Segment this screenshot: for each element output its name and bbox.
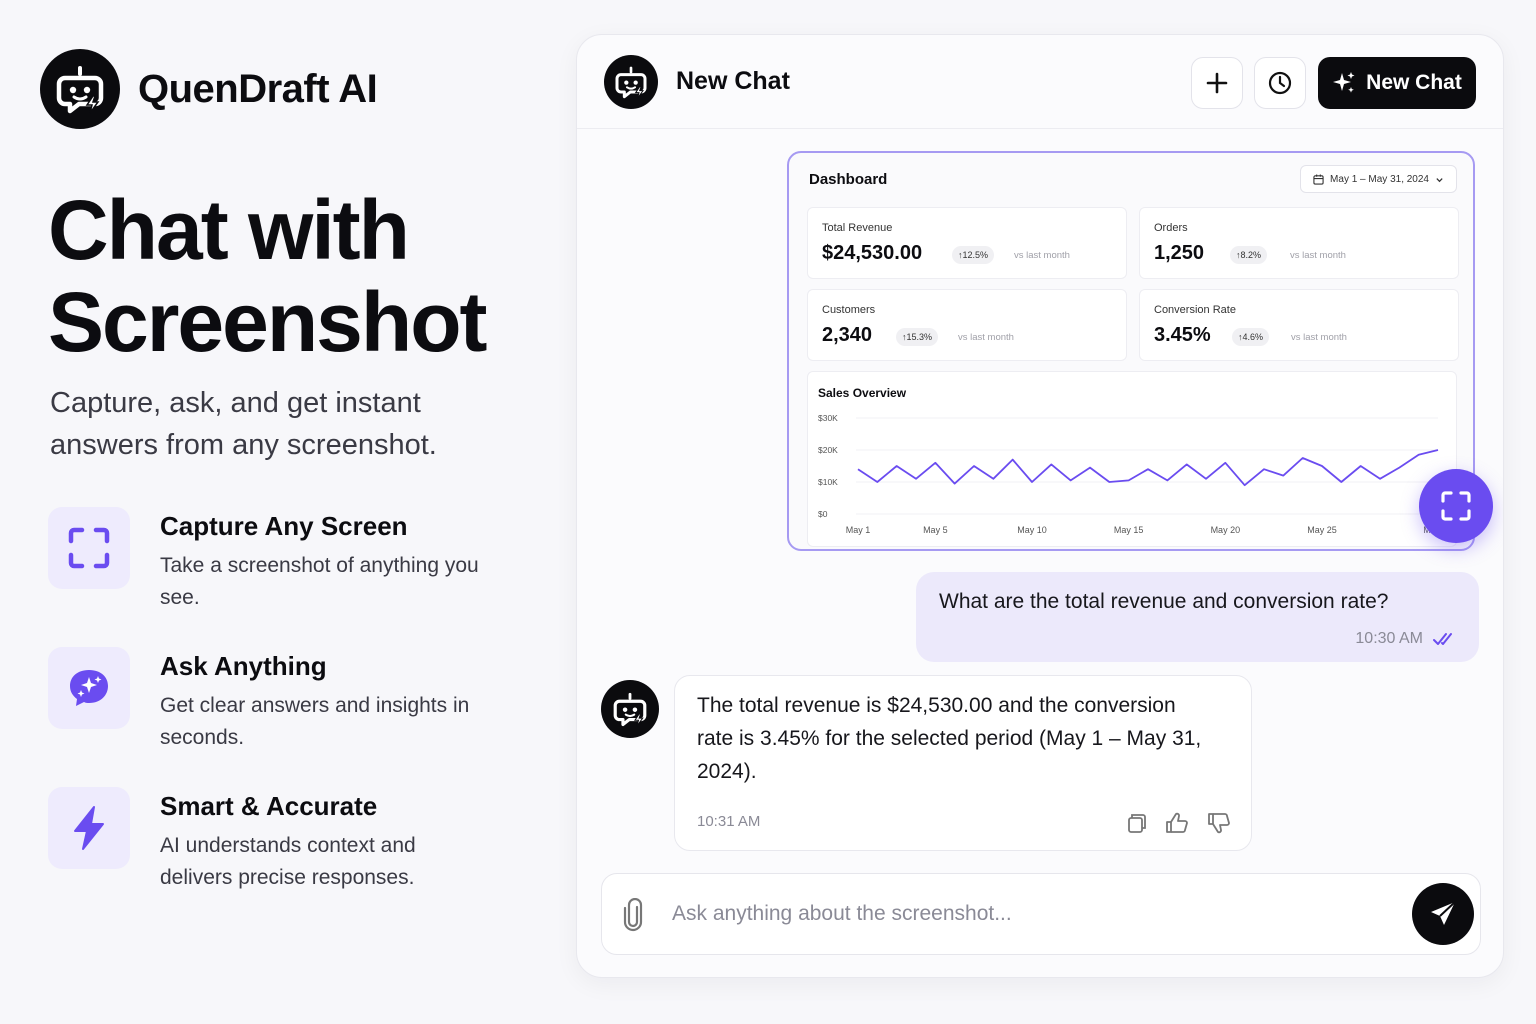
metric-label: Conversion Rate: [1154, 304, 1236, 316]
attach-button[interactable]: [622, 897, 644, 937]
bot-message: The total revenue is $24,530.00 and the …: [674, 675, 1252, 851]
bot-message-text: The total revenue is $24,530.00 and the …: [697, 694, 1202, 783]
metric-value: $24,530.00: [822, 242, 923, 264]
thumbs-up-icon: [1166, 812, 1188, 833]
message-time: 10:31 AM: [697, 813, 761, 830]
feature-smart: Smart & Accurate AI understands context …: [48, 787, 508, 894]
feature-title: Ask Anything: [160, 651, 327, 681]
date-range-text: May 1 – May 31, 2024: [1330, 173, 1429, 185]
feature-desc: Take a screenshot of anything you see.: [160, 554, 479, 609]
capture-frame-icon: [1441, 491, 1471, 521]
hero-title-line-2: Screenshot: [48, 275, 488, 369]
clock-icon: [1268, 71, 1292, 95]
message-meta: 10:30 AM: [1355, 630, 1455, 648]
metric-vs: vs last month: [1290, 250, 1346, 261]
feature-ask: Ask Anything Get clear answers and insig…: [48, 647, 508, 754]
change-value: 4.6%: [1242, 332, 1264, 342]
feature-title: Capture Any Screen: [160, 511, 408, 541]
change-badge: ↑ 12.5%: [952, 246, 995, 264]
metric-vs: vs last month: [1291, 332, 1347, 343]
change-value: 15.3%: [906, 332, 933, 342]
hero-title-line-1: Chat with: [48, 183, 410, 277]
thumbs-up-button[interactable]: [1165, 812, 1189, 834]
message-actions: [1125, 812, 1231, 834]
bot-avatar: [601, 680, 659, 738]
y-tick-label: $20K: [818, 445, 838, 455]
copy-button[interactable]: [1125, 812, 1147, 834]
change-badge: ↑ 4.6%: [1232, 328, 1270, 346]
sales-chart: $0 $10K $20K $30K May 1 May 5 May 10 May 15 May …: [818, 413, 1453, 535]
sparkle-icon: [1333, 72, 1355, 93]
attached-screenshot[interactable]: Dashboard May 1 – May 31, 2024 Total Rev…: [787, 151, 1475, 551]
paperclip-icon: [623, 897, 643, 932]
change-badge: ↑ 8.2%: [1230, 246, 1268, 264]
robot-chat-icon: [40, 49, 120, 129]
metric-label: Customers: [822, 304, 876, 316]
x-tick-label: May 15: [1114, 525, 1144, 535]
change-value: 12.5%: [962, 250, 989, 260]
double-check-icon: [1433, 633, 1452, 645]
x-tick-label: May 5: [923, 525, 948, 535]
change-value: 8.2%: [1240, 250, 1262, 260]
capture-button[interactable]: [1419, 469, 1493, 543]
x-tick-label: May 25: [1307, 525, 1337, 535]
x-tick-label: May 1: [846, 525, 871, 535]
sales-series-line: [857, 449, 1439, 487]
metric-value: 3.45%: [1154, 324, 1211, 346]
lightning-icon: [48, 787, 130, 869]
history-button[interactable]: [1254, 57, 1306, 109]
metric-card: Orders 1,250 ↑ 8.2% vs last month: [1139, 207, 1459, 279]
metric-card: Conversion Rate 3.45% ↑ 4.6% vs last mon…: [1139, 289, 1459, 361]
chart-title: Sales Overview: [818, 386, 907, 400]
message-composer: [601, 873, 1481, 955]
sparkle-chat-icon: [48, 647, 130, 729]
chat-header: New Chat New Chat: [577, 35, 1503, 129]
message-input[interactable]: [672, 894, 1392, 934]
brand: QuenDraft AI: [40, 49, 378, 129]
hero-title: Chat with Screenshot: [48, 184, 548, 368]
new-chat-label: New Chat: [1366, 71, 1462, 94]
metric-value: 1,250: [1154, 242, 1205, 264]
new-chat-button[interactable]: New Chat: [1318, 57, 1476, 109]
dashboard-title: Dashboard: [809, 171, 888, 188]
plus-icon: [1206, 72, 1228, 94]
calendar-icon: [1313, 173, 1324, 185]
hero-subtitle: Capture, ask, and get instant answers fr…: [50, 387, 437, 461]
y-tick-label: $10K: [818, 477, 838, 487]
feature-desc: Get clear answers and insights in second…: [160, 694, 470, 749]
brand-name: QuenDraft AI: [138, 66, 378, 111]
robot-chat-icon: [604, 54, 658, 109]
copy-icon: [1128, 814, 1146, 833]
change-badge: ↑ 15.3%: [896, 328, 939, 346]
send-button[interactable]: [1412, 883, 1474, 945]
sales-overview-card: Sales Overview $0 $10K $20K $30K May 1 May 5 M…: [807, 371, 1457, 547]
robot-chat-icon: [613, 692, 647, 727]
user-message-text: What are the total revenue and conversio…: [939, 590, 1389, 613]
feature-title: Smart & Accurate: [160, 791, 378, 821]
user-message: What are the total revenue and conversio…: [916, 572, 1479, 662]
y-tick-label: $0: [818, 509, 828, 519]
chevron-down-icon: [1436, 177, 1443, 182]
metric-label: Orders: [1154, 222, 1188, 234]
x-tick-label: May 20: [1211, 525, 1241, 535]
feature-desc: AI understands context and delivers prec…: [160, 834, 416, 889]
metric-vs: vs last month: [1014, 250, 1070, 261]
metric-card: Total Revenue $24,530.00 ↑ 12.5% vs last…: [807, 207, 1127, 279]
send-icon: [1431, 901, 1456, 925]
thumbs-down-button[interactable]: [1207, 812, 1231, 834]
metric-label: Total Revenue: [822, 222, 893, 234]
message-time: 10:30 AM: [1355, 630, 1423, 647]
metric-vs: vs last month: [958, 332, 1014, 343]
chat-title: New Chat: [676, 67, 790, 95]
y-tick-label: $30K: [818, 413, 838, 423]
feature-capture: Capture Any Screen Take a screenshot of …: [48, 507, 508, 614]
capture-frame-icon: [48, 507, 130, 589]
metric-value: 2,340: [822, 324, 873, 346]
add-button[interactable]: [1191, 57, 1243, 109]
date-range-picker: May 1 – May 31, 2024: [1300, 165, 1457, 193]
x-tick-label: May 10: [1017, 525, 1047, 535]
thumbs-down-icon: [1208, 813, 1230, 834]
chat-panel: New Chat New Chat Dashboard May 1 – May …: [576, 34, 1504, 978]
metric-card: Customers 2,340 ↑ 15.3% vs last month: [807, 289, 1127, 361]
